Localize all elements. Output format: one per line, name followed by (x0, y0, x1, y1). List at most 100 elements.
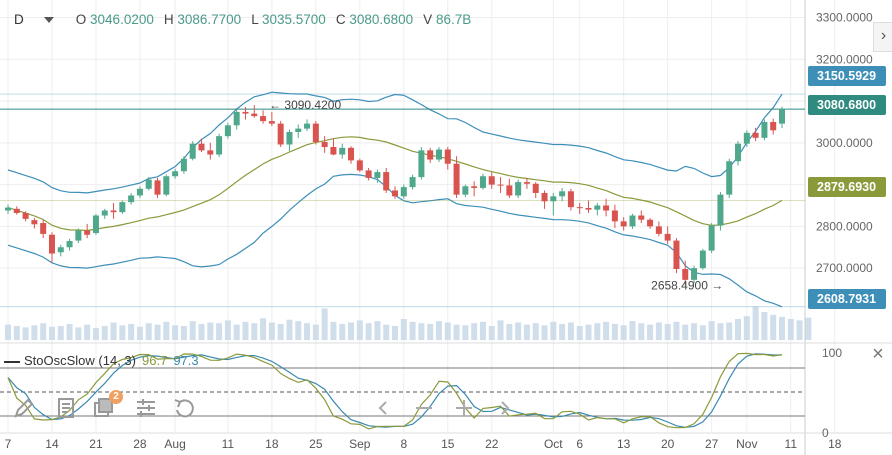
candle (497, 177, 504, 193)
candle (770, 118, 777, 135)
time-tick-label: Sep (349, 437, 371, 451)
candle (699, 248, 706, 270)
volume-bar (286, 319, 293, 340)
volume-bar (251, 323, 258, 340)
candle-body (770, 121, 777, 131)
ohlc-legend: D O 3046.0200 H 3086.7700 L 3035.5700 C 3080… (14, 12, 481, 27)
candle-body (497, 184, 504, 186)
candle (655, 221, 662, 237)
candle (268, 111, 275, 127)
candle (242, 106, 249, 120)
candle-body (673, 240, 680, 269)
candle-body (647, 219, 654, 227)
candle (154, 177, 161, 198)
expand-panel-arrow-icon[interactable]: › (873, 22, 892, 52)
volume-bar (198, 323, 205, 340)
symbol-label[interactable]: D (14, 12, 24, 27)
note-icon[interactable] (54, 396, 78, 420)
volume-bar (699, 325, 706, 340)
candle (427, 147, 434, 163)
candle-body (163, 176, 170, 195)
candle-body (31, 220, 38, 225)
volume-bar (752, 306, 759, 340)
candle (779, 106, 785, 128)
close-value: 3080.6800 (349, 12, 414, 27)
candle-body (506, 185, 513, 196)
volume-bar (312, 324, 319, 340)
volume-bar (559, 323, 566, 340)
indicator-name[interactable]: StoOscSlow (14, 3) (24, 353, 136, 368)
volume-bar (779, 316, 785, 340)
time-tick-label: 21 (89, 437, 103, 451)
candle (22, 211, 29, 222)
candle (40, 219, 47, 239)
candle-body (611, 210, 618, 222)
volume-bar (418, 323, 425, 340)
candle (471, 181, 478, 197)
candle (435, 147, 442, 163)
candle-body (40, 223, 47, 234)
time-tick-label: 22 (485, 437, 499, 451)
volume-bar (444, 322, 451, 340)
time-tick-label: 18 (265, 437, 279, 451)
plus-icon[interactable] (452, 396, 476, 420)
candle-body (717, 194, 724, 226)
time-tick-label: Oct (544, 437, 563, 451)
volume-bar (620, 325, 627, 340)
chevron-right-icon[interactable] (492, 396, 516, 420)
volume-bar (664, 323, 671, 340)
lower-band-badge: 2608.7931 (808, 289, 886, 309)
settings-sliders-icon[interactable] (134, 396, 158, 420)
candle-body (488, 176, 495, 185)
candle (136, 186, 143, 198)
volume-bar (523, 324, 530, 340)
candle-body (339, 147, 346, 155)
volume-bar (242, 321, 249, 340)
volume-bar (691, 323, 698, 340)
pencil-icon[interactable] (12, 396, 36, 420)
candle-body (576, 207, 583, 209)
layers-icon[interactable] (92, 396, 116, 420)
candle (374, 169, 381, 183)
volume-bar (488, 326, 495, 340)
price-annotations: ← 3090.4200 2658.4900 → (269, 98, 723, 292)
volume-bar (532, 323, 539, 340)
volume-bar (154, 324, 161, 340)
candle-body (541, 192, 548, 202)
volume-bar (682, 324, 689, 340)
volume-bar (497, 320, 504, 340)
candle-body (92, 215, 99, 234)
chevron-left-icon[interactable] (372, 396, 396, 420)
candle (286, 129, 293, 152)
volume-bar (145, 323, 152, 340)
volume-bar (128, 323, 135, 340)
candle (743, 130, 750, 148)
candle (717, 192, 724, 231)
volume-bar (348, 322, 355, 340)
candle (216, 133, 223, 158)
volume-bar (743, 316, 750, 340)
candle (682, 260, 689, 286)
volume-bar (392, 326, 398, 340)
volume-bar (638, 323, 645, 340)
high-annotation: ← 3090.4200 (269, 98, 341, 112)
price-tick-label: 3000.0000 (816, 136, 873, 150)
symbol-dropdown-icon[interactable] (43, 17, 54, 24)
volume-bar (805, 317, 812, 340)
candle-body (189, 143, 196, 159)
volume-value: 86.7B (435, 12, 472, 27)
indicator-line-icon (4, 360, 20, 363)
volume-bar (374, 321, 381, 340)
undo-icon[interactable] (172, 396, 196, 420)
candle (207, 142, 214, 160)
candle (110, 202, 117, 219)
minus-icon[interactable] (412, 396, 436, 420)
close-indicator-icon[interactable]: × (872, 343, 884, 365)
candle-body (620, 221, 627, 227)
volume-bar (172, 325, 179, 340)
candle-body (110, 210, 117, 213)
volume-bar (268, 322, 275, 340)
candle-body (523, 182, 530, 184)
open-label: O (75, 12, 87, 27)
